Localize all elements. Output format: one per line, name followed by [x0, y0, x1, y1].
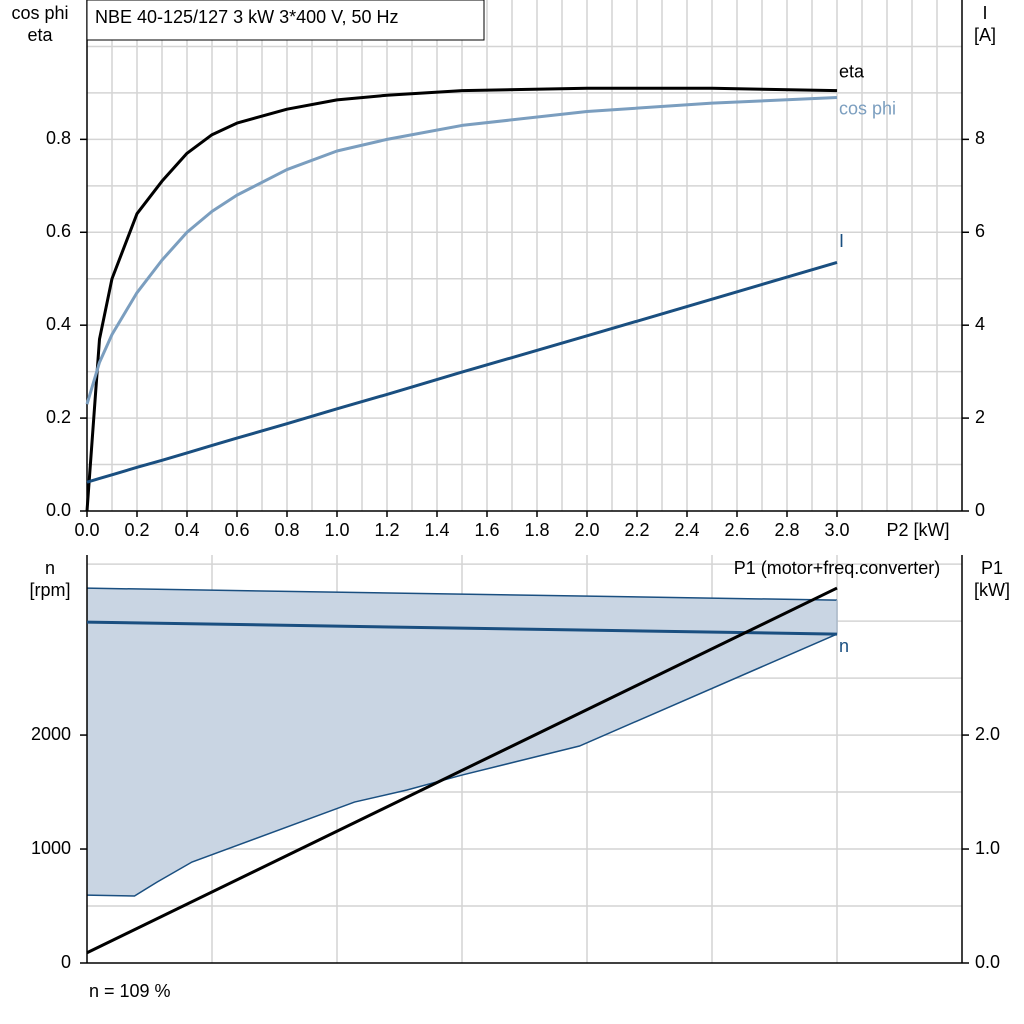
y2-axis-title: P1	[981, 558, 1003, 578]
y2-axis-title: I	[982, 3, 987, 23]
y-tick-label: 0.8	[46, 128, 71, 148]
series-label: cos phi	[839, 98, 896, 118]
y-axis-title: cos phi	[11, 3, 68, 23]
band-lower	[86, 633, 838, 897]
annotation: n = 109 %	[89, 981, 171, 1001]
x-tick-label: 0.2	[124, 520, 149, 540]
x-tick-label: 1.8	[524, 520, 549, 540]
plots: 0.0 0.2 0.4 0.6 0.8 1.0 1.2 1.4 1.6 1.8 2.0 2.2 2.4 2…	[11, 0, 1010, 1001]
y2-tick-label: 0.0	[975, 952, 1000, 972]
band-fill	[87, 588, 837, 896]
series-line	[85, 96, 838, 405]
y-axis-title: n	[45, 558, 55, 578]
y-tick-label: 0.2	[46, 407, 71, 427]
y2-tick-label: 1.0	[975, 838, 1000, 858]
y-tick-label: 0.4	[46, 314, 71, 334]
x-tick-label: 2.0	[574, 520, 599, 540]
y-axis-title: [rpm]	[29, 580, 70, 600]
y-axis-title: eta	[27, 25, 53, 45]
y2-axis-title: [A]	[974, 25, 996, 45]
x-tick-label: 3.0	[824, 520, 849, 540]
y2-tick-label: 0	[975, 500, 985, 520]
series-label: n	[839, 636, 849, 656]
series-label: eta	[839, 61, 865, 81]
y-tick-label: 1000	[31, 838, 71, 858]
chart-title: NBE 40-125/127 3 kW 3*400 V, 50 Hz	[95, 7, 399, 27]
y-tick-label: 0.6	[46, 221, 71, 241]
x-tick-label: 0.6	[224, 520, 249, 540]
y-tick-label: 2000	[31, 724, 71, 744]
y-tick-label: 0	[61, 952, 71, 972]
series-line	[86, 620, 838, 636]
band-upper	[86, 587, 838, 601]
series-label: P1 (motor+freq.converter)	[734, 558, 941, 578]
y2-tick-label: 2	[975, 407, 985, 427]
x-axis-title: P2 [kW]	[886, 520, 949, 540]
y-tick-label: 0.0	[46, 500, 71, 520]
y2-tick-label: 8	[975, 128, 985, 148]
x-tick-label: 1.4	[424, 520, 449, 540]
series-label: I	[839, 231, 844, 251]
y2-tick-label: 2.0	[975, 724, 1000, 744]
y2-tick-label: 6	[975, 221, 985, 241]
x-tick-label: 1.0	[324, 520, 349, 540]
y2-axis-title: [kW]	[974, 580, 1010, 600]
series-line	[86, 586, 838, 955]
x-tick-label: 1.6	[474, 520, 499, 540]
series-line	[85, 86, 838, 512]
x-tick-label: 2.2	[624, 520, 649, 540]
x-tick-label: 2.6	[724, 520, 749, 540]
x-tick-label: 2.8	[774, 520, 799, 540]
series-line	[86, 261, 838, 484]
x-tick-label: 0.0	[74, 520, 99, 540]
x-tick-label: 1.2	[374, 520, 399, 540]
x-tick-label: 0.4	[174, 520, 199, 540]
x-tick-label: 2.4	[674, 520, 699, 540]
title-box	[86, 0, 485, 41]
x-tick-label: 0.8	[274, 520, 299, 540]
y2-tick-label: 4	[975, 314, 985, 334]
